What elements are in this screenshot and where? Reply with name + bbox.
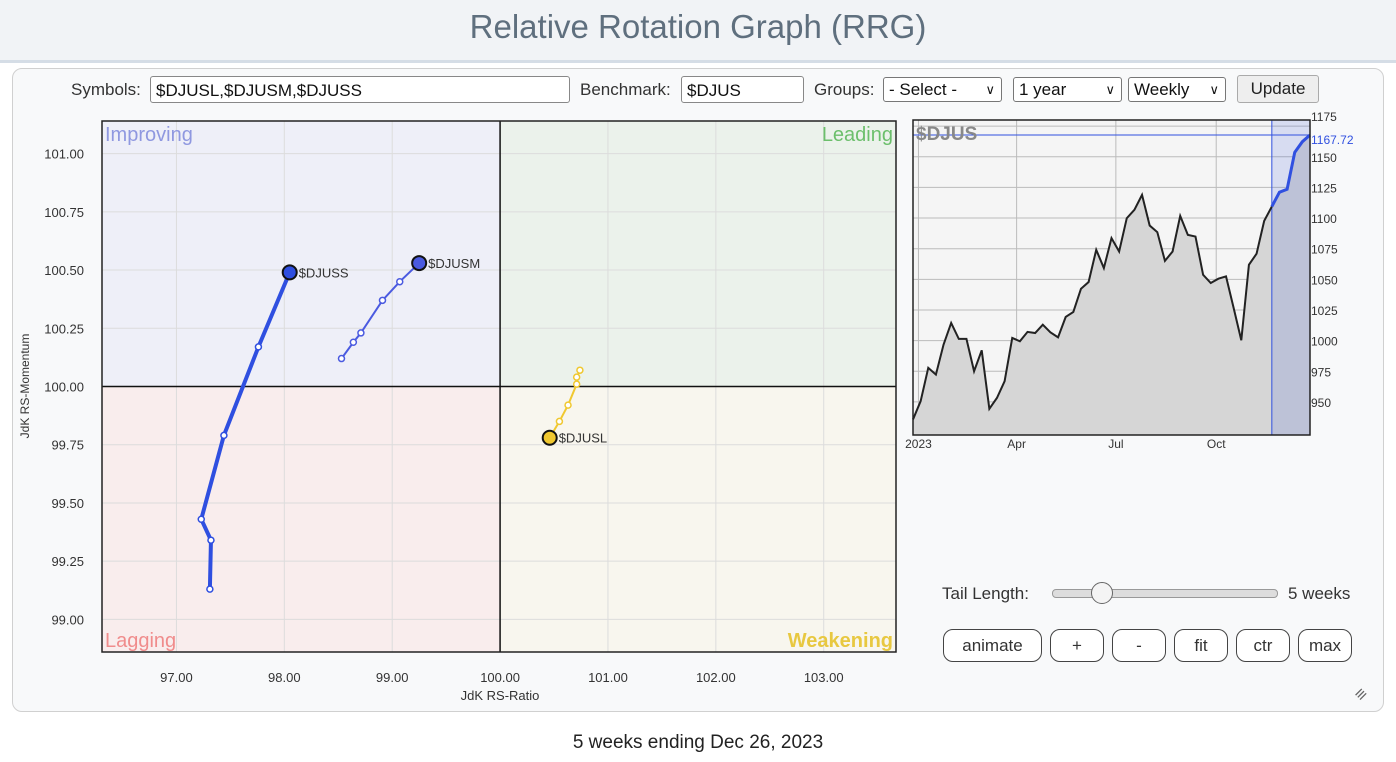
fit-button[interactable]: fit (1174, 629, 1228, 662)
y-tick-label: 101.00 (44, 147, 84, 162)
interval-select[interactable]: Weekly ∨ (1128, 77, 1226, 102)
mini-chart-border (912, 119, 1311, 436)
mini-y-tick-label: 1125 (1311, 181, 1337, 195)
quadrant-label-lagging: Lagging (105, 630, 176, 652)
head-point-djusm (411, 255, 428, 272)
tail-point (357, 329, 365, 337)
tail-point (576, 366, 584, 374)
chevron-down-icon: ∨ (985, 82, 995, 97)
tail-length-slider-handle[interactable] (1091, 582, 1114, 604)
tail-point (207, 536, 215, 544)
series-label: $DJUSL (559, 431, 607, 446)
quadrant-label-weakening: Weakening (788, 630, 893, 652)
mini-x-tick-label: Oct (1207, 437, 1226, 451)
y-tick-label: 100.25 (44, 321, 84, 336)
price-line (912, 192, 1273, 420)
plot-border (101, 120, 897, 653)
quadrant-weakening (500, 386, 896, 652)
quadrant-label-improving: Improving (105, 124, 193, 146)
y-tick-label: 99.50 (51, 496, 84, 511)
mini-x-tick-label: 2023 (905, 437, 932, 451)
price-line-tail (1270, 133, 1311, 208)
mini-y-tick-label: 975 (1311, 365, 1331, 379)
benchmark-input[interactable]: $DJUS (681, 76, 804, 103)
zoom-out-button[interactable]: - (1112, 629, 1166, 662)
mini-y-tick-label: 950 (1311, 396, 1331, 410)
mini-y-tick-label: 1000 (1311, 335, 1338, 349)
chevron-down-icon: ∨ (1105, 82, 1115, 97)
x-tick-label: 103.00 (804, 670, 844, 685)
tail-point (337, 354, 346, 363)
mini-x-tick-label: Jul (1108, 437, 1123, 451)
x-tick-label: 99.00 (376, 670, 409, 685)
tail-point (197, 515, 205, 523)
tail-point (349, 338, 358, 346)
series-label: $DJUSS (299, 265, 349, 280)
tail-point (396, 277, 404, 286)
tail-point (564, 401, 572, 409)
y-tick-label: 100.75 (44, 205, 84, 220)
chevron-down-icon: ∨ (1209, 82, 1219, 97)
x-tick-label: 101.00 (588, 670, 628, 685)
symbols-label: Symbols: (71, 80, 141, 99)
max-button[interactable]: max (1298, 629, 1352, 662)
quadrant-improving (102, 121, 501, 387)
y-tick-label: 99.00 (51, 612, 84, 627)
animate-button[interactable]: animate (943, 629, 1042, 662)
y-tick-label: 99.75 (51, 438, 84, 453)
x-tick-label: 98.00 (268, 670, 301, 685)
tail-point (254, 343, 263, 351)
tail-length-slider[interactable] (1052, 589, 1278, 598)
tail-point (378, 296, 387, 305)
period-select[interactable]: 1 year ∨ (1013, 77, 1122, 102)
mini-y-tick-label: 1050 (1311, 273, 1338, 287)
tail-line-djuss (199, 271, 292, 590)
mini-chart-title: $DJUS (916, 124, 977, 145)
y-axis-label: JdK RS-Momentum (18, 334, 32, 439)
y-tick-label: 100.50 (44, 263, 84, 278)
quadrant-label-leading: Leading (822, 124, 893, 146)
x-axis-label: JdK RS-Ratio (461, 688, 540, 703)
mini-y-tick-label: 1100 (1311, 212, 1337, 226)
interval-value: Weekly (1134, 80, 1190, 99)
page-title: Relative Rotation Graph (RRG) (469, 8, 927, 45)
update-button[interactable]: Update (1237, 75, 1319, 103)
x-tick-label: 100.00 (480, 670, 520, 685)
page-header: Relative Rotation Graph (RRG) (0, 0, 1396, 63)
tail-point (206, 585, 214, 593)
footer-caption: 5 weeks ending Dec 26, 2023 (572, 732, 824, 753)
quadrant-lagging (102, 386, 501, 652)
symbols-input[interactable]: $DJUSL,$DJUSM,$DJUSS (150, 76, 570, 103)
groups-label: Groups: (814, 80, 875, 99)
center-button[interactable]: ctr (1236, 629, 1290, 662)
mini-y-tick-label: 1025 (1311, 304, 1338, 318)
tail-length-label: Tail Length: (942, 584, 1029, 603)
mini-y-tick-label: 1075 (1311, 243, 1338, 257)
mini-y-tick-label: 1150 (1311, 151, 1337, 165)
x-tick-label: 102.00 (696, 670, 736, 685)
tail-point (572, 380, 581, 388)
zoom-in-button[interactable]: + (1050, 629, 1104, 662)
tail-point (572, 373, 581, 381)
tail-point (555, 417, 564, 426)
period-value: 1 year (1019, 80, 1067, 99)
tail-point (220, 431, 228, 440)
tail-length-value: 5 weeks (1288, 584, 1351, 603)
last-value-label: 1167.72 (1311, 133, 1354, 147)
benchmark-label: Benchmark: (580, 80, 671, 99)
groups-value: - Select - (889, 80, 958, 99)
y-tick-label: 100.00 (44, 380, 84, 395)
head-point-djusl (541, 429, 558, 446)
x-tick-label: 97.00 (160, 670, 193, 685)
groups-select[interactable]: - Select - ∨ (883, 77, 1002, 102)
mini-x-tick-label: Apr (1007, 437, 1026, 451)
head-point-djuss (281, 264, 298, 281)
series-label: $DJUSM (428, 256, 480, 271)
mini-y-tick-label: 1175 (1311, 110, 1337, 124)
price-area (913, 135, 1310, 435)
y-tick-label: 99.25 (51, 554, 84, 569)
quadrant-leading (500, 121, 896, 387)
